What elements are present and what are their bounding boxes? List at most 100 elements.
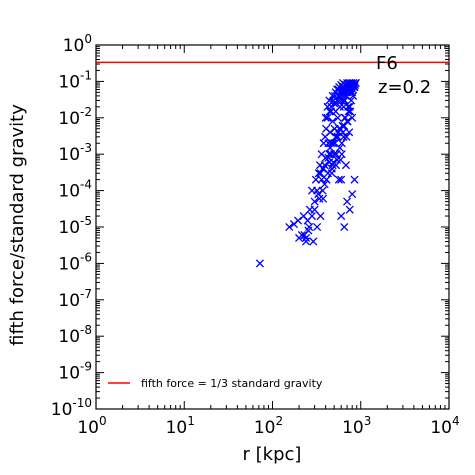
y-tick-label: 10-6 bbox=[58, 250, 92, 274]
scatter-point bbox=[294, 216, 303, 225]
scatter-point bbox=[315, 194, 324, 203]
scatter-point bbox=[337, 211, 346, 221]
scatter-point bbox=[337, 139, 346, 148]
x-tick-exponent: 4 bbox=[452, 414, 460, 428]
y-tick-exponent: -2 bbox=[80, 105, 92, 119]
y-tick-base: 10 bbox=[58, 327, 80, 347]
y-tick-exponent: 0 bbox=[84, 32, 92, 46]
y-tick-base: 10 bbox=[58, 145, 80, 165]
y-tick-exponent: -5 bbox=[80, 214, 92, 228]
x-tick-base: 10 bbox=[77, 418, 99, 438]
y-tick-label: 10-10 bbox=[51, 396, 92, 420]
y-tick-base: 10 bbox=[58, 364, 80, 384]
scatter-point bbox=[345, 128, 354, 137]
axis-ticks-group bbox=[95, 44, 450, 410]
y-tick-exponent: -8 bbox=[80, 323, 92, 337]
x-tick-label: 101 bbox=[166, 414, 195, 438]
scatter-point bbox=[343, 117, 352, 126]
scatter-point bbox=[340, 121, 349, 130]
scatter-point bbox=[350, 82, 359, 92]
y-tick-base: 10 bbox=[63, 36, 85, 56]
scatter-point bbox=[348, 190, 357, 199]
scatter-point bbox=[334, 175, 343, 184]
x-tick-label: 100 bbox=[77, 414, 106, 438]
scatter-point bbox=[310, 205, 319, 214]
y-tick-exponent: -10 bbox=[72, 396, 92, 410]
y-tick-label: 10-1 bbox=[58, 68, 92, 92]
scatter-point bbox=[316, 169, 325, 178]
y-tick-exponent: -9 bbox=[80, 360, 92, 374]
scatter-point bbox=[348, 88, 357, 97]
y-tick-base: 10 bbox=[51, 400, 73, 420]
scatter-point bbox=[309, 237, 318, 246]
legend-entry-label: fifth force = 1/3 standard gravity bbox=[141, 377, 323, 390]
scatter-point bbox=[319, 194, 328, 203]
scatter-point bbox=[351, 79, 360, 88]
scatter-point bbox=[321, 113, 330, 122]
y-tick-label: 10-8 bbox=[58, 323, 92, 347]
y-tick-exponent: -1 bbox=[80, 68, 92, 82]
scatter-point bbox=[338, 128, 348, 137]
y-tick-exponent: -6 bbox=[80, 250, 92, 264]
scatter-point bbox=[329, 158, 338, 167]
scatter-point bbox=[323, 102, 332, 111]
scatter-point bbox=[350, 80, 360, 89]
x-tick-exponent: 0 bbox=[99, 414, 107, 428]
x-tick-base: 10 bbox=[342, 418, 364, 438]
scatter-point bbox=[339, 96, 348, 105]
y-tick-exponent: -7 bbox=[80, 287, 92, 301]
y-tick-label: 10-2 bbox=[58, 105, 92, 129]
y-tick-base: 10 bbox=[58, 109, 80, 129]
x-axis-label: r [kpc] bbox=[243, 444, 302, 465]
scatter-point bbox=[305, 222, 314, 232]
x-tick-exponent: 1 bbox=[187, 414, 195, 428]
scatter-point bbox=[327, 164, 336, 173]
y-tick-label: 10-9 bbox=[58, 360, 92, 384]
x-tick-label: 103 bbox=[342, 414, 371, 438]
y-tick-base: 10 bbox=[58, 182, 80, 202]
scatter-point bbox=[345, 205, 354, 214]
y-tick-label: 10-5 bbox=[58, 214, 92, 238]
scatter-point bbox=[348, 113, 357, 122]
y-tick-label: 10-4 bbox=[58, 178, 92, 202]
scatter-point bbox=[333, 113, 342, 122]
scatter-point bbox=[333, 96, 342, 105]
x-tick-label: 104 bbox=[430, 414, 459, 438]
scatter-point bbox=[342, 132, 351, 141]
scatter-point bbox=[328, 139, 338, 148]
scatter-point bbox=[311, 175, 320, 184]
y-tick-base: 10 bbox=[58, 218, 80, 238]
scatter-point bbox=[317, 175, 326, 184]
scatter-point bbox=[313, 186, 322, 195]
plot-area-frame bbox=[95, 44, 450, 410]
x-tick-labels: 100 101 102 103 104 bbox=[77, 414, 459, 438]
scatter-point bbox=[320, 180, 329, 189]
scatter-point bbox=[345, 102, 354, 111]
legend: fifth force = 1/3 standard gravity bbox=[108, 377, 323, 390]
y-tick-label: 10-3 bbox=[58, 141, 92, 165]
scatter-point bbox=[255, 259, 264, 268]
y-tick-base: 10 bbox=[58, 72, 80, 92]
x-tick-base: 10 bbox=[254, 418, 276, 438]
scatter-point bbox=[326, 107, 336, 116]
x-tick-exponent: 2 bbox=[276, 414, 284, 428]
y-tick-label: 10-7 bbox=[58, 287, 92, 311]
x-tick-base: 10 bbox=[166, 418, 188, 438]
y-axis-label: fifth force/standard gravity bbox=[7, 104, 28, 346]
scatter-point bbox=[332, 150, 341, 159]
scatter-point bbox=[303, 216, 312, 225]
x-tick-exponent: 3 bbox=[364, 414, 372, 428]
y-tick-labels: 10010-110-210-310-410-510-610-710-810-91… bbox=[51, 32, 92, 420]
scatter-point bbox=[300, 231, 309, 240]
scatter-point bbox=[336, 155, 345, 164]
x-tick-label: 102 bbox=[254, 414, 283, 438]
y-tick-exponent: -4 bbox=[80, 178, 92, 192]
scatter-points-group bbox=[255, 79, 360, 268]
scatter-point bbox=[330, 139, 340, 148]
scatter-point bbox=[313, 222, 322, 232]
scatter-point bbox=[325, 96, 334, 105]
scatter-point bbox=[310, 197, 319, 206]
scatter-point bbox=[316, 211, 325, 221]
annotation-model: F6 bbox=[376, 53, 398, 74]
